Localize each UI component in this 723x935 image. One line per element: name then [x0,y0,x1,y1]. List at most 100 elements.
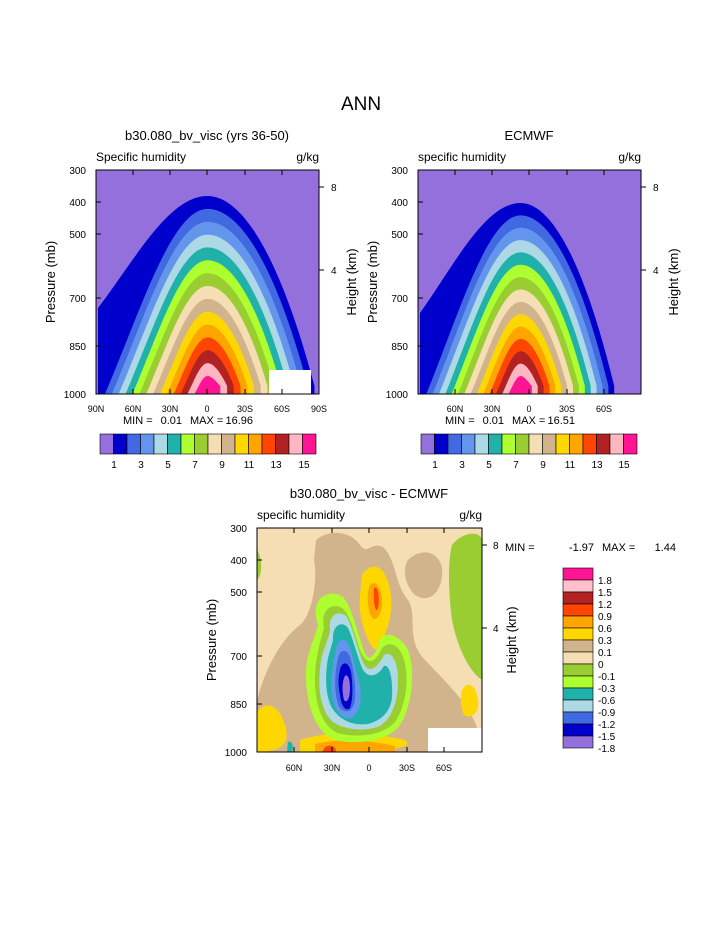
x-tick-label: 0 [526,404,531,414]
min-label: MIN = [123,415,153,427]
y-tick-label: 700 [69,294,86,305]
colorbar-swatch [596,433,611,455]
colorbar-swatch [515,433,530,455]
contour-band [257,705,287,752]
panel-model-units: g/kg [296,150,319,164]
x-axis: 60N 30N 0 30S 60S [286,528,452,773]
colorbar-swatch [234,433,249,455]
colorbar-label: 15 [298,460,310,471]
contour-band [449,533,482,680]
y-tick-label: 500 [391,230,408,241]
colorbar-label: 1.5 [598,588,612,599]
colorbar-label: 11 [244,460,255,471]
y-tick-label: 400 [69,198,86,209]
colorbar-swatch [501,433,516,455]
colorbar-swatch [623,433,638,455]
x-tick-label: 30S [399,763,415,773]
y-axis-right-title: Height (km) [344,248,359,315]
y-tick-label: 400 [391,198,408,209]
colorbar-label: -1.8 [598,744,616,755]
colorbar-labels: 1 3 5 7 9 11 13 15 [111,460,310,471]
missing-data-region [269,370,311,394]
colorbar-swatch [126,433,141,455]
x-tick-label: 60S [436,763,452,773]
colorbar-label: 0.3 [598,636,612,647]
panel-ecmwf-units: g/kg [618,150,641,164]
contour-band [428,728,482,752]
colorbar-swatch [542,433,557,455]
colorbar-label: -0.1 [598,672,616,683]
colorbar-swatch [488,433,503,455]
min-max-readout: MIN = 0.01 MAX = 16.96 [123,415,253,427]
colorbar-swatch [275,433,290,455]
colorbar-label: 0.9 [598,612,612,623]
colorbar-swatch [221,433,236,455]
y-tick-label: 700 [391,294,408,305]
contour-band [508,376,532,394]
page-title: ANN [341,94,381,115]
colorbar-label: 0.1 [598,648,612,659]
colorbar-labels: 1 3 5 7 9 11 13 15 [432,460,630,471]
panel-difference: b30.080_bv_visc - ECMWF specific humidit… [204,486,676,773]
colorbar-swatch [562,663,594,677]
colorbar-swatch [562,675,594,689]
max-label: MAX = [512,415,545,427]
y-tick-label: 500 [69,230,86,241]
y-axis-right: 8 4 [319,183,337,277]
max-value: 1.44 [655,542,676,554]
colorbar-ecmwf [420,433,638,455]
colorbar-label: 7 [192,460,198,471]
colorbar-labels: 1.8 1.5 1.2 0.9 0.6 0.3 0.1 0 -0.1 -0.3 … [598,576,616,755]
colorbar-label: 1.2 [598,600,612,611]
colorbar-label: 9 [219,460,225,471]
colorbar-swatch [302,433,317,455]
colorbar-swatch [474,433,489,455]
height-tick-label: 4 [331,266,337,277]
y-axis-title: Pressure (mb) [43,241,58,323]
x-tick-label: 30N [484,404,501,414]
x-tick-label: 90S [311,404,327,414]
y-tick-label: 850 [230,700,247,711]
y-axis-title: Pressure (mb) [365,241,380,323]
colorbar-swatch [461,433,476,455]
x-tick-label: 90N [88,404,105,414]
contour-band [194,376,221,394]
colorbar-label: 5 [486,460,492,471]
colorbar-swatch [180,433,195,455]
colorbar-label: 7 [513,460,519,471]
x-tick-label: 30N [162,404,179,414]
colorbar-label: -0.9 [598,708,616,719]
contour-field-model [96,170,319,394]
colorbar-swatch [528,433,543,455]
colorbar-swatch [288,433,303,455]
height-tick-label: 8 [331,183,337,194]
contour-band [287,741,293,752]
colorbar-swatch [555,433,570,455]
colorbar-swatch [248,433,263,455]
colorbar-label: -0.6 [598,696,616,707]
panel-model: b30.080_bv_visc (yrs 36-50) Specific hum… [43,128,359,471]
min-label: MIN = [505,542,535,554]
colorbar-swatch [420,433,435,455]
contour-band [257,550,262,580]
colorbar-swatch [562,615,594,629]
y-tick-label: 700 [230,652,247,663]
panel-model-title: b30.080_bv_visc (yrs 36-50) [125,128,289,143]
x-tick-label: 30S [237,404,253,414]
colorbar-swatch [140,433,155,455]
colorbar-label: 0 [598,660,604,671]
y-axis-right: 8 4 [482,541,499,635]
x-tick-label: 30S [559,404,575,414]
y-tick-label: 300 [69,166,86,177]
colorbar-label: 1 [432,460,438,471]
contour-band [373,587,379,610]
colorbar-label: 5 [165,460,171,471]
x-axis: 90N 60N 30N 0 30S 60S 90S [88,170,327,414]
colorbar-swatch [562,579,594,593]
colorbar-label: 13 [591,460,603,471]
panel-ecmwf-title: ECMWF [504,128,553,143]
min-max-readout: MIN = 0.01 MAX = 16.51 [445,415,575,427]
x-tick-label: 60N [286,763,303,773]
colorbar-difference [562,567,594,749]
